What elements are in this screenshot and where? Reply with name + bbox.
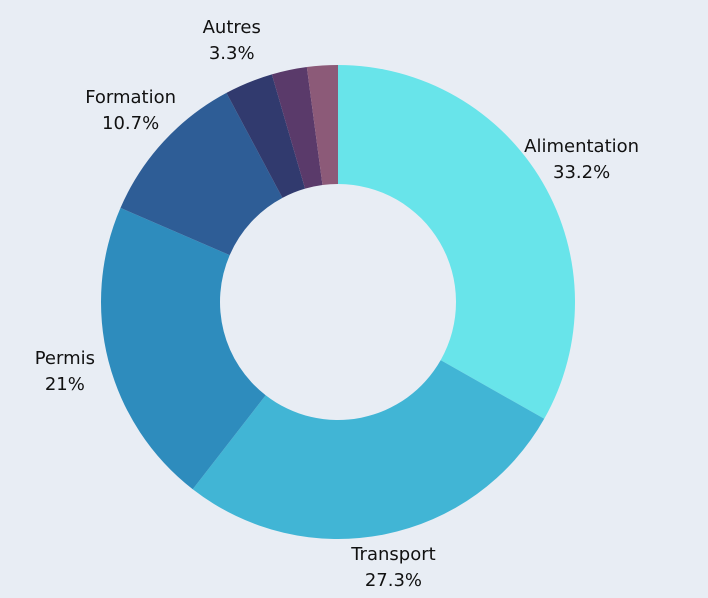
donut-slice	[271, 67, 323, 189]
donut-slice	[120, 92, 283, 256]
slice-label: Transport	[350, 544, 435, 565]
slice-value: 3.3%	[209, 43, 255, 64]
slice-value: 10.7%	[102, 113, 159, 134]
slice-value: 21%	[45, 374, 85, 395]
donut-slice	[192, 360, 545, 539]
slice-label: Permis	[35, 348, 95, 369]
donut-slice	[306, 65, 338, 186]
slice-value: 33.2%	[553, 162, 610, 183]
donut-slice	[100, 207, 266, 490]
slice-label: Autres	[203, 17, 261, 38]
donut-slice	[226, 74, 306, 198]
slice-label: Alimentation	[524, 136, 639, 157]
slice-value: 27.3%	[365, 570, 422, 591]
donut-slice	[338, 65, 575, 419]
slice-label: Formation	[85, 87, 176, 108]
